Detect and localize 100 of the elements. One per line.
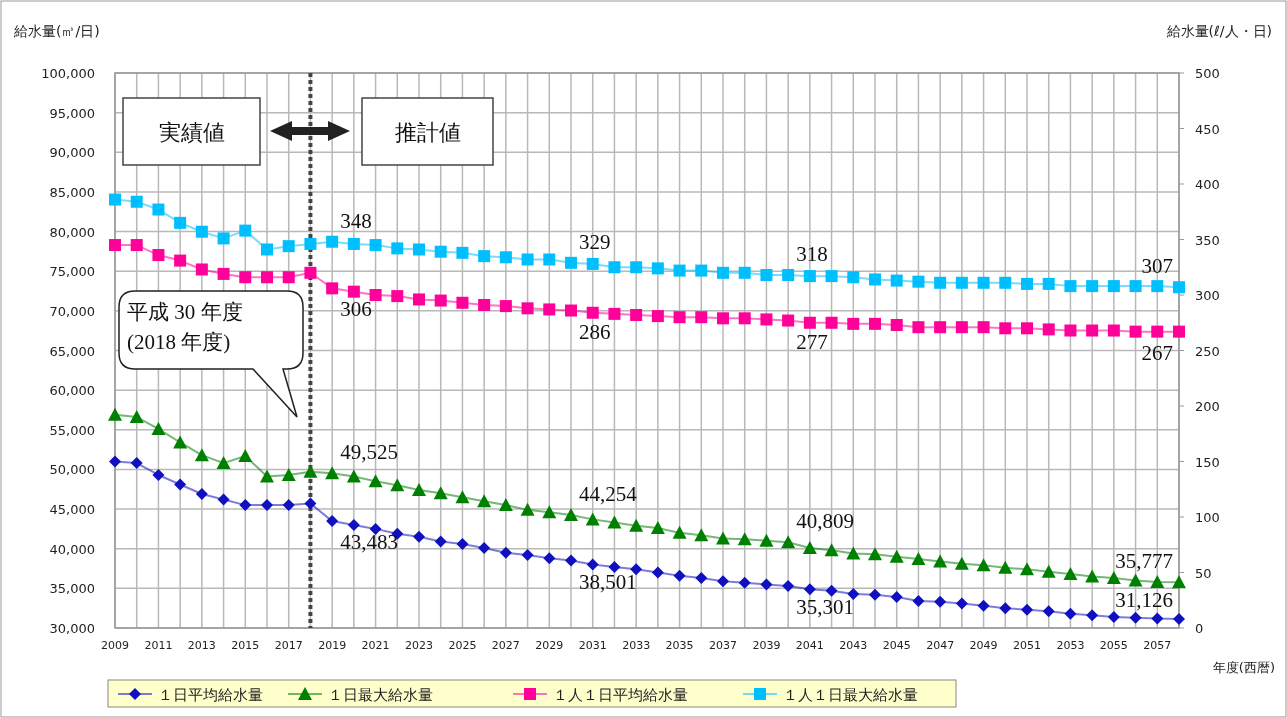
point [1021,322,1033,335]
point [521,302,534,315]
point [281,467,296,481]
point [195,225,208,238]
data-label: 35,777 [1115,549,1173,574]
point [391,242,404,255]
x-tick-label: 2045 [882,639,911,652]
point [565,256,577,269]
point [173,435,188,449]
point [716,531,730,545]
point [1086,609,1099,622]
x-tick-label: 2023 [405,639,433,652]
point [195,263,208,276]
point [390,478,405,492]
point [847,317,860,330]
point [695,572,708,585]
y-tick-label: 45,000 [49,502,95,518]
x-tick-label: 2017 [274,639,303,652]
point [1041,564,1056,578]
point [413,243,425,256]
y-tick-label: 65,000 [49,343,95,359]
point [955,276,968,289]
point [303,464,318,478]
point [717,312,729,325]
point [934,321,947,334]
point [998,560,1013,574]
point [673,569,686,582]
point [803,316,816,329]
legend-label: １日平均給水量 [158,686,263,704]
y2-tick-label: 200 [1195,399,1220,414]
y2-axis-title: 給水量(ℓ/人・日) [1165,23,1272,39]
point [499,251,512,264]
point [194,448,209,462]
point [520,502,535,516]
point [760,313,773,326]
y-tick-label: 55,000 [49,422,95,438]
point [239,271,252,284]
point [1129,280,1142,293]
data-label: 277 [796,329,828,354]
point [130,457,143,470]
point [282,271,295,284]
point [694,528,709,542]
point [217,232,230,245]
point [695,311,708,324]
point [434,245,447,258]
point [109,239,121,252]
point [1064,280,1077,293]
point [152,203,165,216]
point [216,456,231,470]
point [630,563,643,576]
point [347,237,360,250]
point [109,193,121,206]
data-label: 44,254 [579,481,638,506]
data-label: 307 [1141,254,1173,279]
point [999,602,1012,615]
y2-tick-label: 300 [1195,288,1220,303]
point [1129,611,1142,624]
point [282,240,295,253]
x-tick-label: 2043 [839,639,868,652]
point [1151,325,1164,338]
y2-tick-label: 150 [1195,454,1220,470]
point [543,253,556,266]
point [890,591,903,604]
point [802,540,817,554]
point [737,532,752,546]
point [738,576,751,589]
point [630,261,643,274]
point [1172,575,1186,589]
point [1129,325,1142,338]
point [803,583,816,596]
x-tick-label: 2015 [231,639,260,652]
x-tick-label: 2033 [622,639,651,652]
legend-label: １人１日平均給水量 [553,686,688,704]
point [1021,277,1033,290]
y-tick-label: 80,000 [49,224,95,240]
point [261,271,273,284]
point [282,499,295,512]
point [608,560,621,573]
x-tick-label: 2051 [1013,639,1041,652]
x-tick-label: 2057 [1143,639,1172,652]
point [869,588,881,601]
data-label: 318 [796,242,828,267]
point [803,270,816,283]
point [565,554,577,567]
point [738,266,751,279]
y-tick-label: 60,000 [49,383,95,399]
point [1107,324,1120,337]
point [499,546,512,559]
point [782,579,795,592]
legend-label: １日最大給水量 [328,686,433,704]
point [1173,613,1185,626]
point [130,195,143,208]
point [868,547,882,561]
y-tick-label: 85,000 [49,184,95,200]
point [759,533,774,547]
point [1063,567,1078,581]
point [261,499,273,512]
point [630,308,643,321]
point [478,298,491,311]
point [261,243,273,256]
